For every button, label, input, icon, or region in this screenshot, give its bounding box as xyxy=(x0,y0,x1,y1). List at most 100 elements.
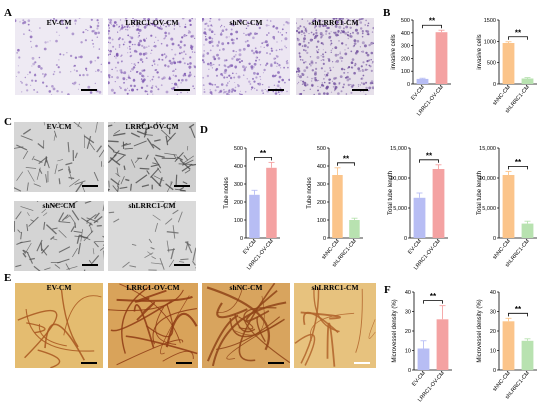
x-tick-label: EV-CM xyxy=(411,370,427,388)
x-tick-label: EV-CM xyxy=(410,84,426,102)
bar xyxy=(266,167,277,238)
y-axis-label: Tube nodes xyxy=(224,177,230,208)
panel-label-b: B xyxy=(383,7,391,19)
bar xyxy=(349,220,360,238)
y-tick-label: 15,000 xyxy=(390,146,407,152)
significance-label: ** xyxy=(429,17,436,26)
y-tick-label: 500 xyxy=(487,61,496,67)
y-tick-label: 1500 xyxy=(484,18,496,24)
scale-bar xyxy=(268,89,284,91)
chart-d-tube-nodes-knockdown: Tube nodes 0 100 200 300 400 500 shNC-CM shLRRC1… xyxy=(305,140,365,269)
significance-label: ** xyxy=(343,154,350,163)
scale-bar xyxy=(354,362,370,364)
y-axis-label: Tube nodes xyxy=(307,177,313,208)
y-axis-label: Microvessel density (%) xyxy=(392,299,398,362)
chart-svg: Total tube length 0 5,000 10,000 15,000 EV-CM… xyxy=(388,146,448,271)
chart-svg: Microvessel density (%)010203040shNC-CMs… xyxy=(477,290,537,401)
significance-label: ** xyxy=(515,305,522,314)
cam-title-lrrc1-ov: LRRC1-OV-CM xyxy=(126,283,180,292)
panel-label-e: E xyxy=(4,272,12,284)
y-tick-label: 0 xyxy=(493,368,496,374)
significance-label: ** xyxy=(260,149,267,158)
y-tick-label: 10,000 xyxy=(390,176,407,182)
panel-label-a: A xyxy=(4,7,12,19)
bar xyxy=(413,197,426,238)
tube-title-shnc: shNC-CM xyxy=(42,201,76,210)
chart-f-microvessel-overexpression: Microvessel density (%) 0 10 20 30 40 EV-CM LRR… xyxy=(390,284,454,403)
cam-image-shlrrc1: shLRRC1-CM xyxy=(294,283,376,368)
y-tick-label: 20 xyxy=(490,329,496,335)
scale-bar xyxy=(268,362,284,364)
significance-bracket xyxy=(423,300,443,304)
significance-bracket xyxy=(337,162,355,166)
bar xyxy=(416,78,429,84)
y-tick-label: 0 xyxy=(404,236,407,242)
chart-d-tube-length-overexpression: Total tube length 0 5,000 10,000 15,000 EV-CM… xyxy=(386,140,450,271)
tube-title-lrrc1-ov: LRRC1-OV-CM xyxy=(125,122,179,131)
bar xyxy=(435,32,448,84)
y-tick-label: 200 xyxy=(234,200,243,206)
bar xyxy=(502,43,515,84)
scale-bar xyxy=(82,264,98,266)
scale-bar xyxy=(176,362,192,364)
y-tick-label: 0 xyxy=(493,82,496,88)
chart-svg: invasive cells050010001500shNC-CMshLRRC1… xyxy=(477,18,537,115)
panel-label-f: F xyxy=(384,284,391,296)
tube-title-ev: EV-CM xyxy=(46,122,72,131)
y-tick-label: 500 xyxy=(401,18,410,24)
y-axis-label: Total tube length xyxy=(388,171,394,215)
y-tick-label: 10,000 xyxy=(479,176,496,182)
scale-bar xyxy=(174,185,190,187)
y-tick-label: 100 xyxy=(234,218,243,224)
bar xyxy=(521,223,534,238)
transwell-image-ev: EV-CM xyxy=(15,18,103,95)
y-axis-label: invasive cells xyxy=(477,34,483,69)
y-axis-label: Microvessel density (%) xyxy=(477,299,483,362)
panel-label-d: D xyxy=(200,124,208,136)
scale-bar xyxy=(81,89,97,91)
y-tick-label: 0 xyxy=(323,236,326,242)
y-tick-label: 300 xyxy=(401,44,410,50)
cam-image-lrrc1-ov: LRRC1-OV-CM xyxy=(108,283,198,368)
significance-bracket xyxy=(419,159,439,163)
chart-d-tube-length-knockdown: Total tube length 0 5,000 10,000 15,000 shNC-… xyxy=(475,140,539,269)
y-tick-label: 200 xyxy=(317,200,326,206)
y-tick-label: 400 xyxy=(401,31,410,37)
transwell-image-shnc: shNC-CM xyxy=(202,18,290,95)
scale-bar xyxy=(352,89,368,91)
scale-bar xyxy=(174,264,190,266)
chart-b-invasive-knockdown: invasive cells 0 500 1000 1500 shNC-CM shLRRC1… xyxy=(475,12,539,115)
y-tick-label: 300 xyxy=(317,182,326,188)
y-tick-label: 0 xyxy=(493,236,496,242)
bar xyxy=(502,321,515,371)
bar xyxy=(521,340,534,371)
chart-svg: Tube nodes0100200300400500shNC-CMshLRRC1… xyxy=(307,146,363,269)
significance-bracket xyxy=(508,36,528,40)
scale-bar xyxy=(81,362,97,364)
x-tick-label: EV-CM xyxy=(407,238,423,256)
y-tick-label: 10 xyxy=(490,349,496,355)
tube-image-shlrrc1: shLRRC1-CM xyxy=(108,201,196,271)
y-tick-label: 30 xyxy=(490,310,496,316)
bar xyxy=(249,194,260,238)
chart-svg: Microvessel density (%)010203040EV-CMLRR… xyxy=(392,290,452,403)
chart-d-tube-nodes-overexpression: Tube nodes 0 100 200 300 400 500 EV-CM LRRC1-OV-… xyxy=(222,140,282,271)
cam-image-shnc: shNC-CM xyxy=(202,283,290,368)
y-tick-label: 0 xyxy=(240,236,243,242)
transwell-image-shlrrc1: shLRRC1-CM xyxy=(296,18,374,95)
y-tick-label: 100 xyxy=(317,218,326,224)
significance-bracket xyxy=(508,166,528,170)
significance-bracket xyxy=(254,157,272,161)
y-tick-label: 15,000 xyxy=(479,146,496,152)
significance-label: ** xyxy=(426,151,433,160)
y-tick-label: 100 xyxy=(401,69,410,75)
y-tick-label: 400 xyxy=(317,164,326,170)
y-tick-label: 30 xyxy=(405,310,411,316)
bar xyxy=(502,175,515,238)
scale-bar xyxy=(174,89,190,91)
y-tick-label: 400 xyxy=(234,164,243,170)
tube-image-lrrc1-ov: LRRC1-OV-CM xyxy=(108,122,196,192)
chart-b-invasive-overexpression: invasive cells 0 100 200 300 400 500 EV-CM LRRC1… xyxy=(389,12,453,117)
y-tick-label: 40 xyxy=(405,290,411,296)
transwell-title-ev: EV-CM xyxy=(46,18,72,27)
